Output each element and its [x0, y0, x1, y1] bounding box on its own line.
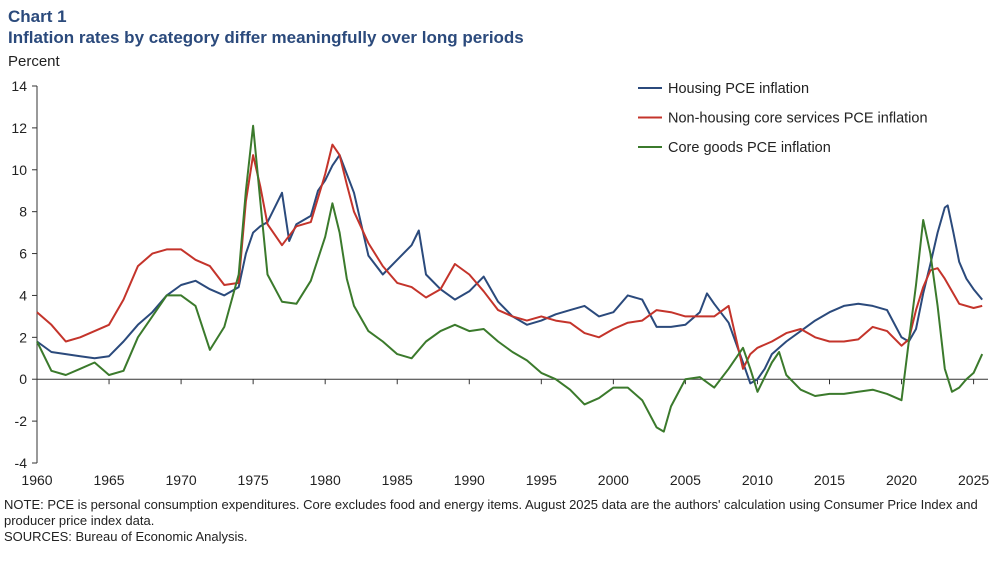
x-tick-label: 2025 [958, 472, 989, 488]
sources-text: SOURCES: Bureau of Economic Analysis. [4, 529, 248, 544]
x-tick-label: 1970 [166, 472, 197, 488]
y-tick-label: 6 [19, 246, 27, 262]
y-tick-label: 8 [19, 204, 27, 220]
y-tick-label: 12 [11, 120, 27, 136]
line-chart: -4 -2 0 2 4 6 8 10 12 14 1960 1965 1970 1975 1980 1985 1… [11, 78, 989, 488]
x-tick-label: 2010 [742, 472, 773, 488]
x-tick-label: 1995 [526, 472, 557, 488]
x-tick-label: 1975 [238, 472, 269, 488]
chart-title: Inflation rates by category differ meani… [8, 28, 524, 47]
note-text: NOTE: PCE is personal consumption expend… [4, 497, 978, 528]
x-tick-label: 2005 [670, 472, 701, 488]
legend-label: Core goods PCE inflation [668, 140, 831, 156]
x-tick-label: 1990 [454, 472, 485, 488]
x-tick-label: 2000 [598, 472, 629, 488]
y-tick-label: 0 [19, 371, 27, 387]
y-tick-label: 10 [11, 162, 27, 178]
y-tick-label: 4 [19, 287, 27, 303]
series-line-non-housing-core-services-pce-inflation [36, 143, 983, 370]
chart-number: Chart 1 [8, 7, 67, 26]
x-tick-label: 1960 [21, 472, 52, 488]
y-tick-label: -2 [15, 413, 28, 429]
y-axis-unit-label: Percent [8, 53, 60, 70]
y-tick-label: 2 [19, 329, 27, 345]
x-tick-label: 1965 [93, 472, 124, 488]
chart-notes: NOTE: PCE is personal consumption expend… [4, 497, 989, 545]
series-line-core-goods-pce-inflation [36, 124, 984, 433]
legend-label: Non-housing core services PCE inflation [668, 111, 928, 127]
x-tick-label: 2020 [886, 472, 917, 488]
x-tick-label: 1980 [310, 472, 341, 488]
y-tick-label: -4 [15, 455, 28, 471]
y-tick-label: 14 [11, 78, 27, 94]
x-tick-label: 2015 [814, 472, 845, 488]
x-tick-label: 1985 [382, 472, 413, 488]
legend-label: Housing PCE inflation [668, 81, 809, 97]
chart-header: Chart 1 Inflation rates by category diff… [8, 6, 524, 48]
